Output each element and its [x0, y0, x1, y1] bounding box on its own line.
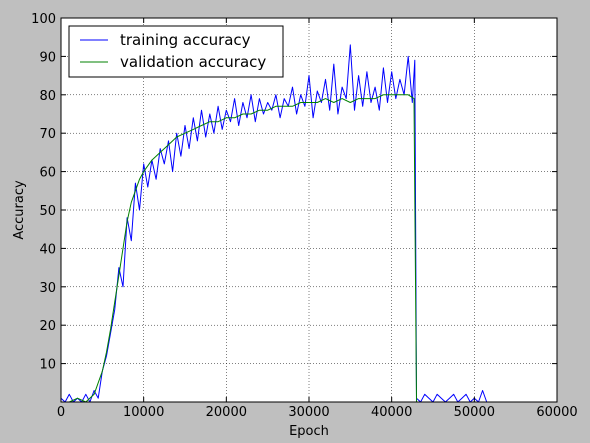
y-tick-label: 100 [31, 12, 56, 27]
x-tick-label: 50000 [454, 405, 495, 420]
legend-box [68, 25, 284, 78]
y-tick-label: 40 [39, 242, 56, 257]
x-tick-label: 0 [57, 405, 65, 420]
y-tick-label: 10 [39, 358, 56, 373]
x-tick-label: 60000 [536, 405, 577, 420]
series-layer [60, 44, 488, 403]
y-tick-label: 60 [39, 166, 56, 181]
x-axis-label: Epoch [289, 424, 329, 439]
y-tick-label: 30 [39, 281, 56, 296]
legend: training accuracy validation accuracy [68, 25, 284, 78]
legend-label-validation: validation accuracy [120, 53, 266, 71]
y-tick-label: 50 [39, 204, 56, 219]
x-tick-label: 10000 [123, 405, 164, 420]
y-tick-label: 70 [39, 127, 56, 142]
grid [61, 18, 557, 402]
x-tick-label: 40000 [371, 405, 412, 420]
y-tick-label: 90 [39, 50, 56, 65]
y-tick-label: 20 [39, 319, 56, 334]
x-tick-label: 20000 [206, 405, 247, 420]
series-line-1 [61, 94, 417, 403]
y-axis-label: Accuracy [12, 180, 27, 240]
y-tick-label: 80 [39, 89, 56, 104]
legend-label-training: training accuracy [120, 31, 251, 49]
ticks: 0 10000 20000 30000 40000 50000 60000 10 20 30 40 5… [31, 12, 578, 420]
x-tick-label: 30000 [288, 405, 329, 420]
